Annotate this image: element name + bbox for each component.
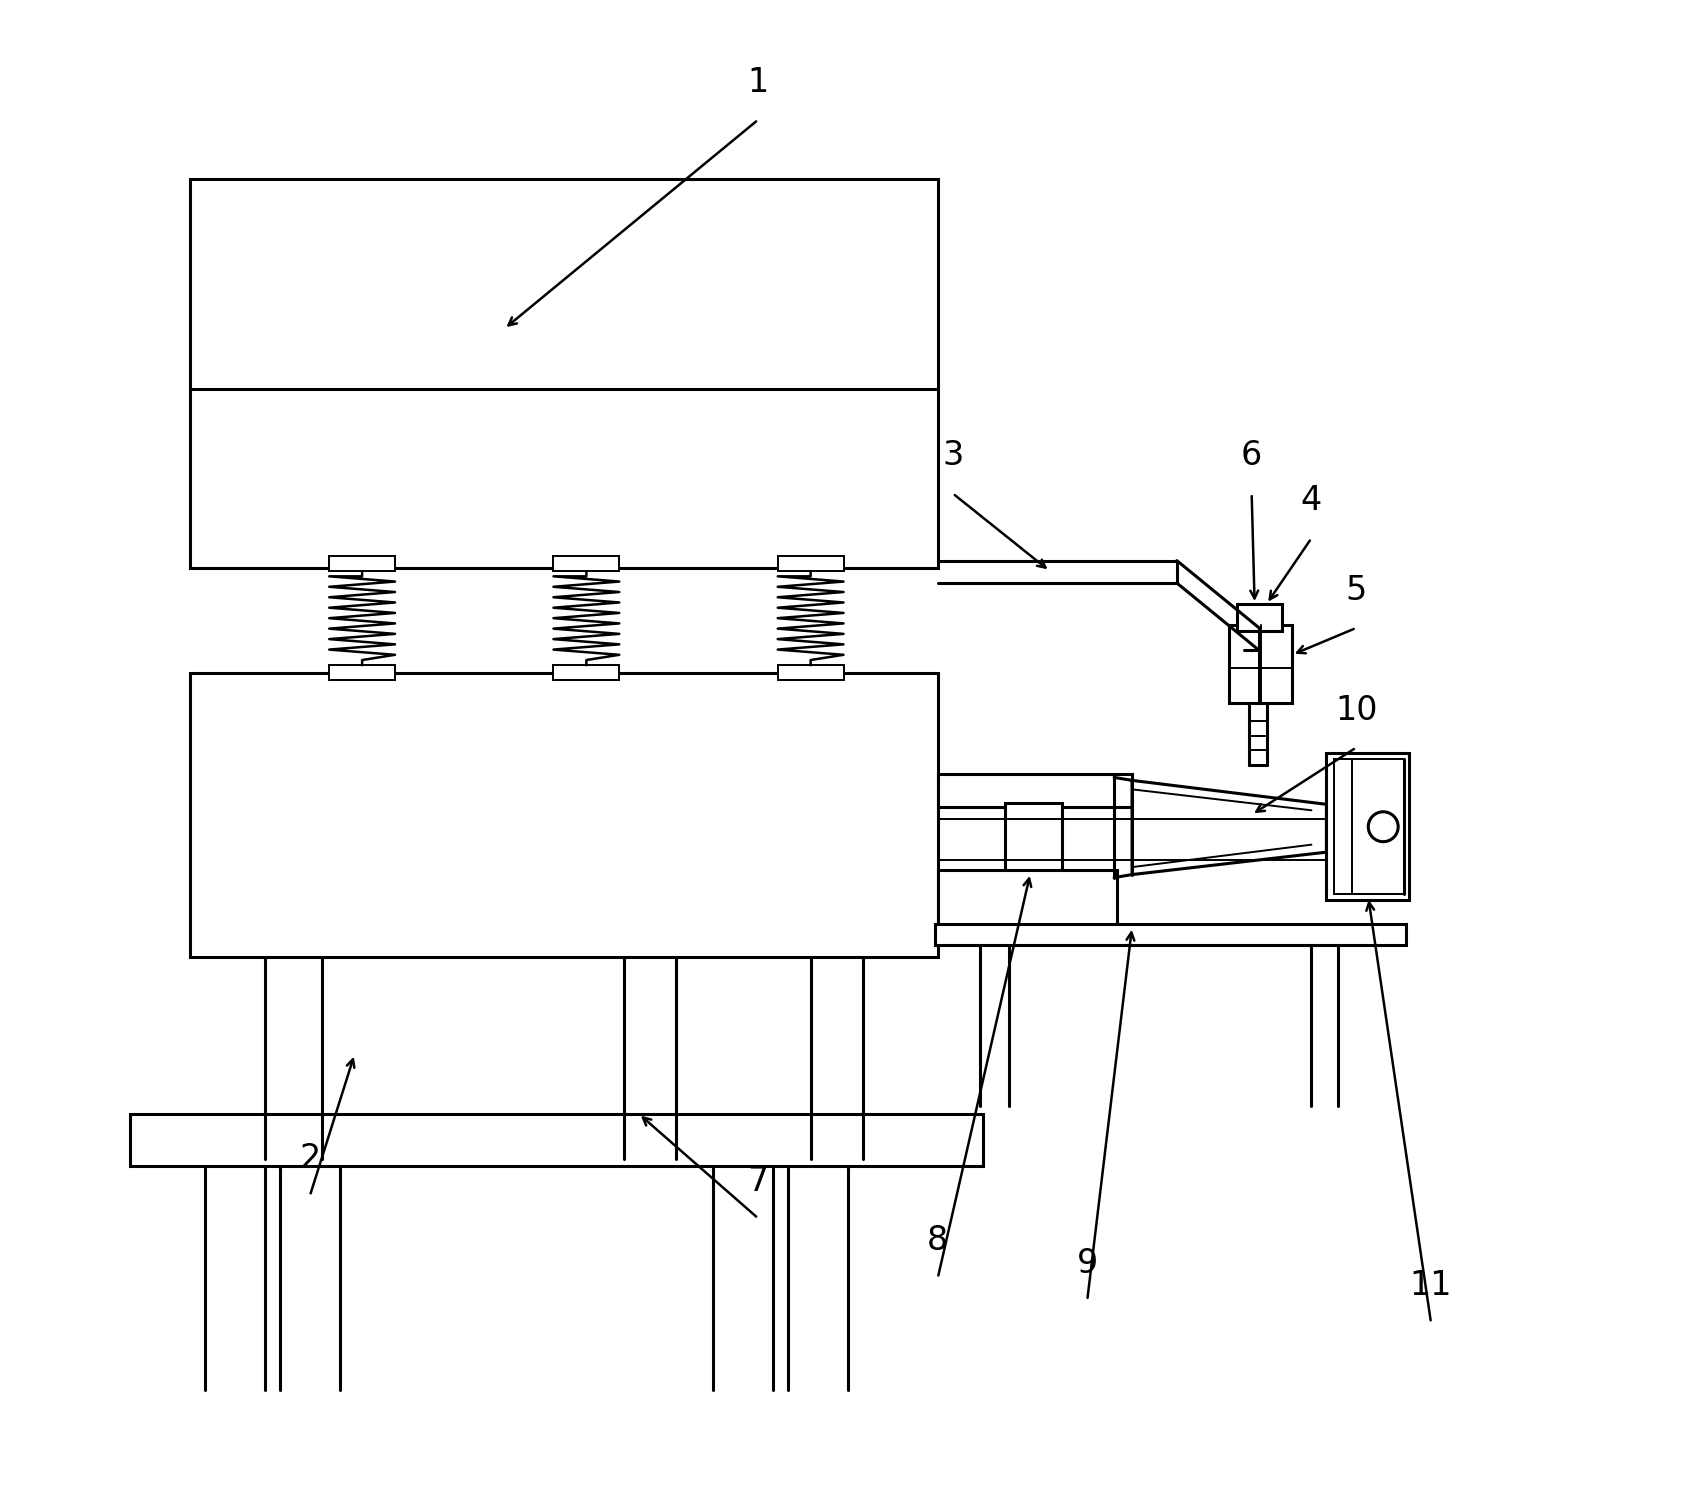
Bar (938, 870, 1118, 930)
Text: 1: 1 (748, 66, 768, 99)
Bar (938, 774, 1131, 807)
Bar (934, 924, 1406, 945)
Bar (778, 665, 843, 680)
Bar (1006, 803, 1062, 875)
Bar (329, 665, 395, 680)
Bar (329, 556, 395, 571)
Text: 2: 2 (298, 1142, 321, 1175)
Bar (131, 1114, 982, 1166)
Bar (190, 673, 938, 957)
Text: 5: 5 (1345, 574, 1367, 607)
Bar (778, 556, 843, 571)
Text: 6: 6 (1241, 440, 1262, 472)
Bar (190, 179, 938, 568)
Bar (1230, 625, 1292, 703)
Bar (1236, 604, 1282, 631)
Text: 3: 3 (941, 440, 963, 472)
Bar (1326, 753, 1409, 900)
Bar (1333, 759, 1352, 894)
Text: 7: 7 (748, 1165, 768, 1197)
Text: 9: 9 (1077, 1247, 1097, 1280)
Text: 11: 11 (1409, 1269, 1452, 1302)
Text: 8: 8 (928, 1224, 948, 1257)
Text: 4: 4 (1301, 484, 1323, 517)
Text: 10: 10 (1335, 694, 1377, 727)
Bar (553, 556, 619, 571)
Polygon shape (1131, 780, 1326, 875)
Bar (553, 665, 619, 680)
